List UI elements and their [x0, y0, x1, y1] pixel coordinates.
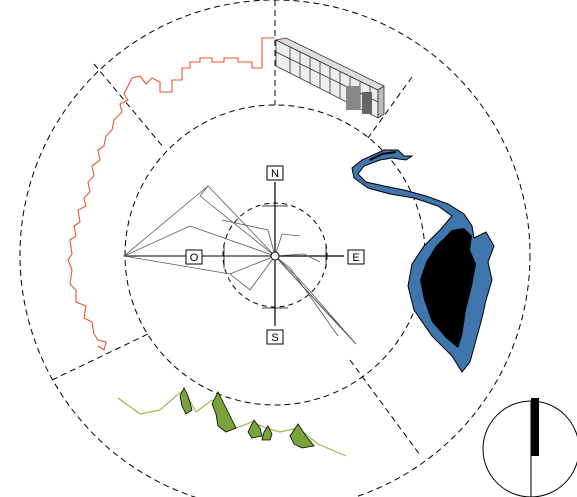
scale-gauge-icon — [482, 398, 577, 497]
sector-dividers — [51, 0, 421, 456]
river-map-icon — [351, 149, 495, 373]
south-label: S — [271, 332, 278, 344]
building-icon — [274, 37, 385, 119]
compass-label-west: O — [185, 249, 203, 265]
compass-label-east: E — [347, 249, 365, 265]
compass-rose-icon — [122, 182, 357, 345]
compass-label-north: N — [266, 165, 284, 181]
mountain-profile-icon — [117, 387, 347, 457]
compass-label-south: S — [266, 329, 284, 345]
city-outline-icon — [67, 37, 275, 351]
west-label: O — [190, 252, 199, 264]
north-label: N — [271, 168, 279, 180]
east-label: E — [352, 252, 359, 264]
outer-dashed-ring — [19, 0, 531, 497]
